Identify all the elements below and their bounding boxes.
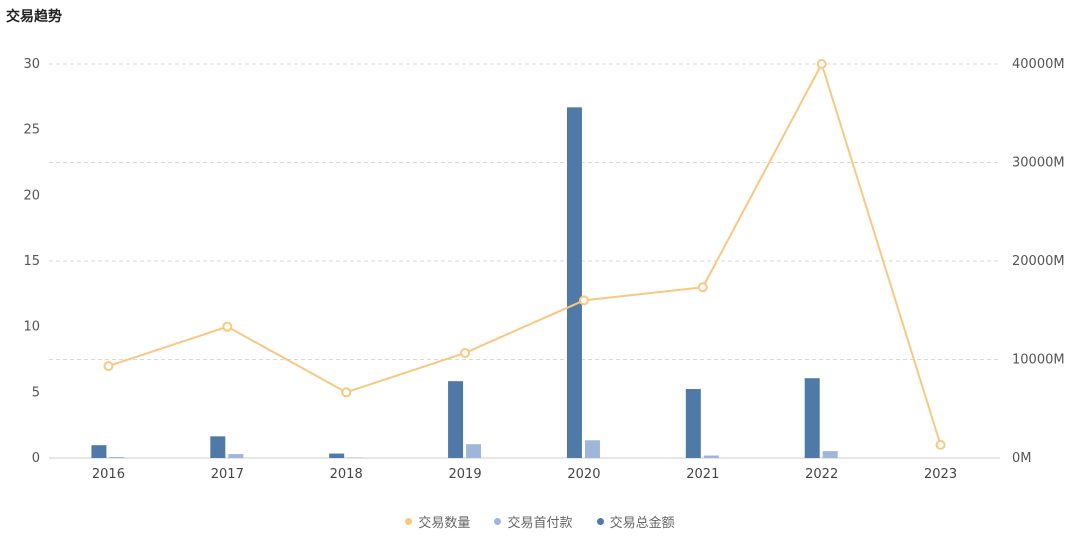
legend-item-count[interactable]: 交易数量 bbox=[405, 512, 470, 531]
right-axis-tick-label: 0M bbox=[1012, 451, 1032, 466]
line-point bbox=[223, 323, 231, 331]
bar-down-payment bbox=[823, 451, 838, 458]
x-axis-tick-label: 2022 bbox=[805, 467, 838, 482]
right-axis-tick-label: 10000M bbox=[1012, 353, 1065, 368]
line-point bbox=[580, 296, 588, 304]
bar-total-amount bbox=[210, 436, 225, 458]
left-axis-tick-label: 15 bbox=[23, 254, 40, 269]
bar-total-amount bbox=[329, 454, 344, 458]
bar-total-amount bbox=[567, 107, 582, 458]
line-point bbox=[937, 441, 945, 449]
legend-dot-icon bbox=[494, 518, 501, 525]
line-point bbox=[699, 283, 707, 291]
line-point bbox=[104, 362, 112, 370]
line-point bbox=[342, 388, 350, 396]
right-axis-tick-label: 20000M bbox=[1012, 254, 1065, 269]
line-point bbox=[461, 349, 469, 357]
x-axis-tick-label: 2023 bbox=[924, 467, 957, 482]
bar-total-amount bbox=[91, 445, 106, 458]
legend-label: 交易首付款 bbox=[507, 512, 572, 531]
left-axis-tick-label: 25 bbox=[23, 123, 40, 138]
x-axis-tick-label: 2019 bbox=[449, 467, 482, 482]
bar-down-payment bbox=[585, 440, 600, 458]
bar-down-payment bbox=[109, 457, 124, 458]
bar-down-payment bbox=[228, 454, 243, 458]
left-axis-tick-label: 30 bbox=[23, 57, 40, 72]
x-axis-tick-label: 2018 bbox=[330, 467, 363, 482]
legend-label: 交易数量 bbox=[418, 512, 470, 531]
bar-total-amount bbox=[448, 381, 463, 458]
bar-down-payment bbox=[466, 444, 481, 458]
left-axis-tick-label: 20 bbox=[23, 188, 40, 203]
right-axis-tick-label: 30000M bbox=[1012, 156, 1065, 171]
legend-dot-icon bbox=[405, 518, 412, 525]
x-axis-tick-label: 2016 bbox=[92, 467, 125, 482]
bar-total-amount bbox=[686, 389, 701, 458]
left-axis-tick-label: 0 bbox=[32, 451, 40, 466]
x-axis-tick-label: 2020 bbox=[567, 467, 600, 482]
left-axis-tick-label: 5 bbox=[32, 385, 40, 400]
line-point bbox=[818, 60, 826, 68]
legend: 交易数量 交易首付款 交易总金额 bbox=[0, 512, 1080, 531]
bar-total-amount bbox=[805, 378, 820, 458]
x-axis-tick-label: 2021 bbox=[686, 467, 719, 482]
legend-item-down-payment[interactable]: 交易首付款 bbox=[494, 512, 572, 531]
bar-down-payment bbox=[704, 456, 719, 458]
legend-label: 交易总金额 bbox=[610, 512, 675, 531]
legend-dot-icon bbox=[597, 518, 604, 525]
left-axis-tick-label: 10 bbox=[23, 320, 40, 335]
right-axis-tick-label: 40000M bbox=[1012, 57, 1065, 72]
legend-item-total-amount[interactable]: 交易总金额 bbox=[597, 512, 675, 531]
x-axis-tick-label: 2017 bbox=[211, 467, 244, 482]
